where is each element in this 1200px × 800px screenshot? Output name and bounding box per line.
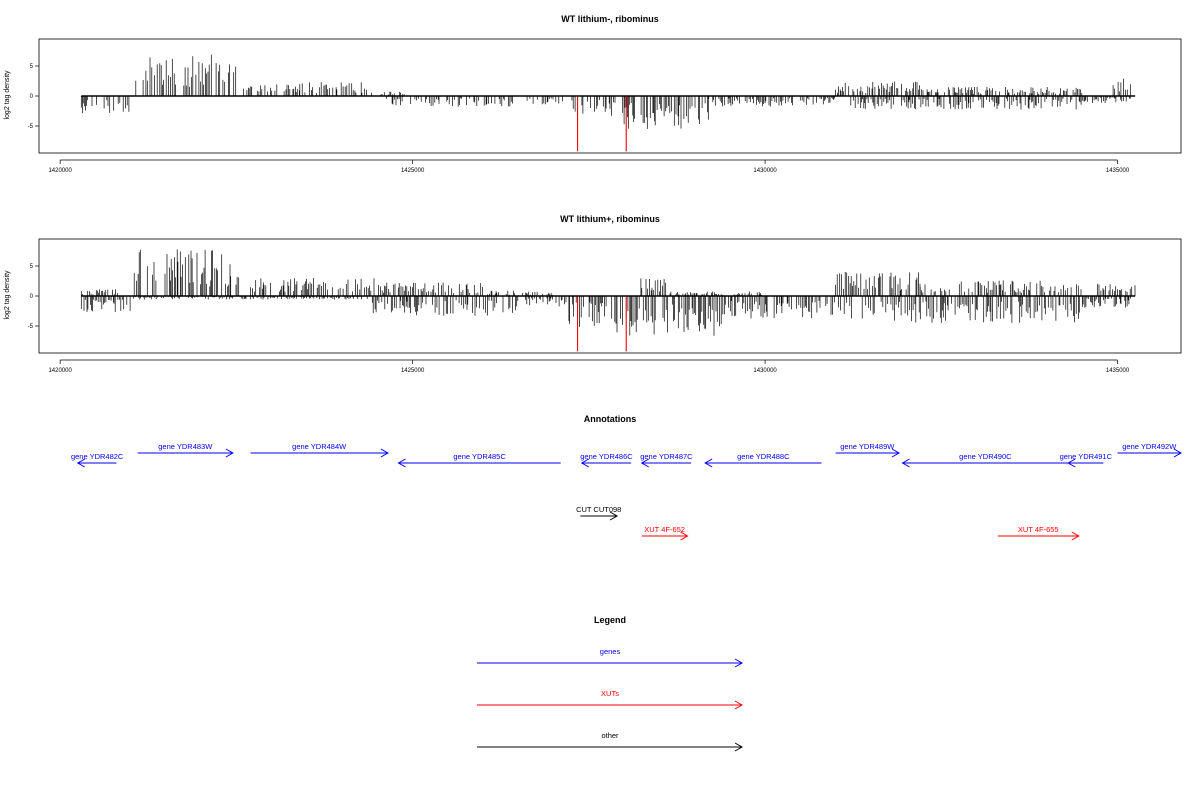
- legend-title: Legend: [594, 615, 626, 625]
- gene-label: gene YDR482C: [71, 452, 124, 461]
- legend-arrowhead: [734, 742, 744, 752]
- legend-label: XUTs: [601, 689, 619, 698]
- gene-arrowhead: [76, 458, 86, 468]
- y-tick-label: 0: [30, 94, 34, 100]
- xut-label: XUT 4F-652: [644, 525, 685, 534]
- y-tick-label: -5: [28, 324, 34, 330]
- track-panel-lithium-plus: WT lithium+, ribominus log2 tag density …: [4, 214, 1182, 374]
- xut-arrowhead: [680, 531, 689, 541]
- legend-items: genes XUTs other: [477, 647, 744, 752]
- legend-label: other: [601, 731, 619, 740]
- bar-series: [80, 54, 1136, 152]
- gene-label: gene YDR492W: [1122, 442, 1177, 451]
- x-tick-label: 1420000: [48, 368, 72, 374]
- axes: 5 0 -5 1420000 1425000 1430000 1435000: [28, 64, 1130, 174]
- gene-label: gene YDR486C: [580, 452, 633, 461]
- gene-arrowhead: [891, 448, 901, 458]
- annotations-title: Annotations: [584, 414, 637, 424]
- gene-label: gene YDR490C: [959, 452, 1012, 461]
- x-tick-label: 1435000: [1106, 168, 1130, 174]
- gene-arrowhead: [397, 458, 406, 468]
- cut-label: CUT CUT098: [576, 505, 621, 514]
- gene-label: gene YDR487C: [640, 452, 693, 461]
- y-tick-label: 0: [30, 294, 34, 300]
- y-tick-label: 5: [30, 64, 34, 70]
- gene-arrowhead: [225, 448, 234, 458]
- track-panel-lithium-minus: WT lithium-, ribominus log2 tag density …: [4, 14, 1182, 174]
- x-tick-label: 1425000: [401, 168, 425, 174]
- x-tick-label: 1435000: [1106, 368, 1130, 374]
- xut-label: XUT 4F-655: [1018, 525, 1059, 534]
- gene-label: gene YDR489W: [840, 442, 895, 451]
- gene-label: gene YDR484W: [292, 442, 347, 451]
- gene-label: gene YDR485C: [453, 452, 506, 461]
- panel-title: WT lithium+, ribominus: [560, 214, 660, 224]
- x-tick-label: 1420000: [48, 168, 72, 174]
- gene-label: gene YDR491C: [1060, 452, 1113, 461]
- axes: 5 0 -5 1420000 1425000 1430000 1435000: [28, 264, 1130, 374]
- xut-arrowhead: [1071, 531, 1080, 541]
- gene-arrowhead: [1067, 458, 1076, 468]
- legend-arrowhead: [734, 658, 744, 668]
- bar-series: [80, 249, 1136, 352]
- legend-label: genes: [600, 647, 621, 656]
- y-axis-label: log2 tag density: [4, 70, 11, 120]
- gene-arrowhead: [704, 458, 713, 468]
- gene-arrowhead: [901, 458, 910, 468]
- gene-label: gene YDR483W: [158, 442, 213, 451]
- gene-arrowhead: [580, 458, 590, 468]
- x-tick-label: 1430000: [753, 368, 777, 374]
- gene-label: gene YDR488C: [737, 452, 790, 461]
- y-tick-label: 5: [30, 264, 34, 270]
- legend: Legend genes XUTs other: [477, 615, 744, 752]
- x-tick-label: 1430000: [753, 168, 777, 174]
- annotation-features: gene YDR482C gene YDR483W gene YDR484W gene…: [71, 442, 1183, 541]
- cut-arrowhead: [609, 511, 619, 521]
- gene-arrowhead: [380, 448, 389, 458]
- y-axis-label: log2 tag density: [4, 270, 11, 320]
- gene-arrowhead: [640, 458, 649, 468]
- gene-arrowhead: [1173, 448, 1183, 458]
- y-tick-label: -5: [28, 124, 34, 130]
- x-tick-label: 1425000: [401, 368, 425, 374]
- legend-arrowhead: [734, 700, 744, 710]
- panel-title: WT lithium-, ribominus: [561, 14, 659, 24]
